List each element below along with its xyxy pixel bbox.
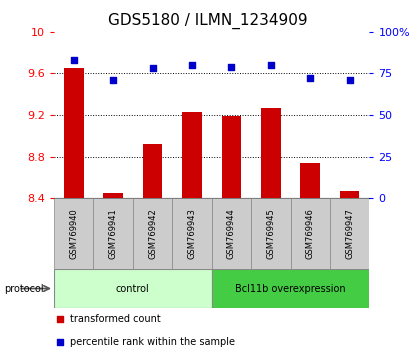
Bar [340,191,359,198]
Bar [64,68,83,198]
Text: GSM769946: GSM769946 [306,208,315,259]
Point [71,57,77,63]
Point [57,339,63,345]
Text: GSM769943: GSM769943 [188,208,196,259]
Point [110,77,117,83]
Text: GSM769945: GSM769945 [266,208,275,259]
Point [268,62,274,68]
Text: GSM769947: GSM769947 [345,208,354,259]
Point [149,65,156,71]
Bar [133,198,172,269]
Bar [222,116,241,198]
Bar [54,269,212,308]
Text: GSM769940: GSM769940 [69,208,78,259]
Bar [143,144,162,198]
Bar [103,193,123,198]
Bar [300,163,320,198]
Text: protocol: protocol [4,284,44,293]
Bar [290,198,330,269]
Point [307,76,314,81]
Text: percentile rank within the sample: percentile rank within the sample [70,337,235,347]
Bar [330,198,369,269]
Text: control: control [116,284,150,293]
Bar [261,108,281,198]
Point [189,62,195,68]
Bar [54,198,93,269]
Point [347,77,353,83]
Point [57,316,63,321]
Bar [93,198,133,269]
Text: GSM769941: GSM769941 [109,208,117,259]
Bar [182,112,202,198]
Bar [212,198,251,269]
Bar [212,269,369,308]
Text: Bcl11b overexpression: Bcl11b overexpression [235,284,346,293]
Text: transformed count: transformed count [70,314,161,324]
Text: GSM769942: GSM769942 [148,208,157,259]
Bar [172,198,212,269]
Point [228,64,235,70]
Bar [251,198,290,269]
Text: GSM769944: GSM769944 [227,208,236,259]
Text: GDS5180 / ILMN_1234909: GDS5180 / ILMN_1234909 [107,12,308,29]
